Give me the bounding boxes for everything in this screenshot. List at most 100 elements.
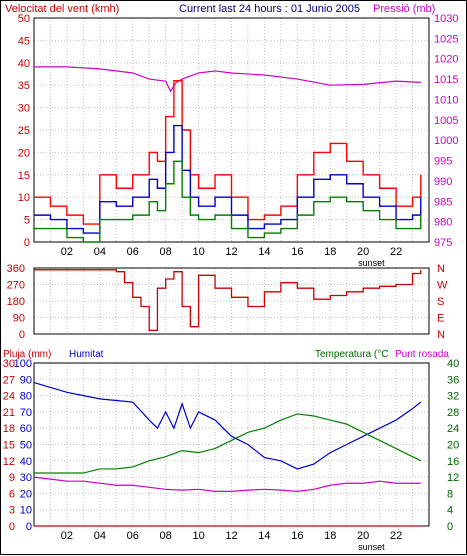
humidity-tick-label: 50 — [20, 440, 32, 452]
current-date-label: Current last 24 hours : 01 Junio 2005 — [179, 3, 360, 15]
direction-chart-plot-area — [33, 267, 430, 335]
pressure-tick-label: 1010 — [434, 94, 458, 106]
climate-chart-x-tick-label: 18 — [324, 530, 336, 542]
direction-degree-tick-label: 180 — [7, 296, 25, 308]
pressure-title: Pressió (mb) — [373, 3, 435, 15]
temperature-tick-label: 12 — [447, 472, 459, 484]
climate-chart-x-tick-label: 22 — [390, 530, 402, 542]
pressure-tick-label: 1000 — [434, 135, 458, 147]
rain-tick-label: 12 — [3, 456, 15, 468]
wind-speed-tick-label: 20 — [18, 147, 30, 159]
compass-tick-label: S — [437, 296, 444, 308]
wind-series-ratxa — [34, 80, 422, 225]
wind-speed-tick-label: 50 — [18, 13, 30, 25]
wind-speed-tick-label: 30 — [18, 103, 30, 115]
pressure-tick-label: 1015 — [434, 74, 458, 86]
climate-chart-x-tick-label: 16 — [291, 530, 303, 542]
wind-chart-x-tick-label: 06 — [127, 246, 139, 258]
wind-chart-x-tick-label: 08 — [160, 246, 172, 258]
temperature-tick-label: 24 — [447, 423, 459, 435]
rain-label: Pluja (mm) — [3, 349, 51, 360]
rain-tick-label: 3 — [9, 505, 15, 517]
climate-chart-x-tick-label: 14 — [258, 530, 270, 542]
wind-chart-x-tick-label: 14 — [258, 246, 270, 258]
climate-chart-x-tick-label: 12 — [225, 530, 237, 542]
temperature-tick-label: 20 — [447, 440, 459, 452]
temperature-tick-label: 0 — [447, 521, 453, 533]
climate-chart-x-tick-label: 06 — [127, 530, 139, 542]
rain-tick-label: 6 — [9, 488, 15, 500]
rain-tick-label: 15 — [3, 440, 15, 452]
humidity-label: Humitat — [69, 349, 104, 360]
temperature-tick-label: 16 — [447, 456, 459, 468]
wind-chart-x-tick-label: 12 — [225, 246, 237, 258]
rain-tick-label: 27 — [3, 374, 15, 386]
rain-tick-label: 21 — [3, 407, 15, 419]
compass-tick-label: W — [437, 280, 448, 292]
temperature-tick-label: 32 — [447, 391, 459, 403]
wind-series-pressi-mb- — [34, 66, 421, 93]
wind-speed-tick-label: 45 — [18, 35, 30, 47]
compass-tick-label: E — [437, 313, 444, 325]
pressure-tick-label: 975 — [434, 237, 452, 249]
humidity-tick-label: 100 — [14, 358, 32, 370]
pressure-tick-label: 1005 — [434, 115, 458, 127]
rain-tick-label: 0 — [9, 521, 15, 533]
wind-speed-tick-label: 25 — [18, 125, 30, 137]
pressure-tick-label: 1030 — [434, 13, 458, 25]
humidity-tick-label: 20 — [20, 488, 32, 500]
direction-degree-tick-label: 0 — [19, 329, 25, 341]
wind-chart-x-tick-label: 16 — [291, 246, 303, 258]
climate-chart-x-tick-label: 10 — [192, 530, 204, 542]
climate-series-humitat — [33, 381, 422, 470]
direction-series-line — [34, 269, 422, 331]
humidity-tick-label: 10 — [20, 505, 32, 517]
climate-chart-x-tick-label: 08 — [160, 530, 172, 542]
climate-series-punt-rosada — [33, 476, 421, 492]
climate-chart-x-tick-label: 02 — [61, 530, 73, 542]
humidity-tick-label: 60 — [20, 423, 32, 435]
rain-tick-label: 9 — [9, 472, 15, 484]
pressure-tick-label: 980 — [434, 217, 452, 229]
humidity-tick-label: 80 — [20, 391, 32, 403]
wind-chart-x-tick-label: 04 — [94, 246, 106, 258]
sunset-annotation: sunset — [358, 542, 385, 552]
climate-chart-x-tick-label: 04 — [94, 530, 106, 542]
dewpoint-label: Punt rosada — [395, 349, 449, 360]
humidity-tick-label: 30 — [20, 472, 32, 484]
pressure-tick-label: 1025 — [434, 33, 458, 45]
wind-chart-x-tick-label: 02 — [61, 246, 73, 258]
humidity-tick-label: 40 — [20, 456, 32, 468]
wind-series-velocitat-m-nima — [34, 160, 422, 243]
direction-degree-tick-label: 270 — [7, 280, 25, 292]
humidity-tick-label: 90 — [20, 374, 32, 386]
temperature-tick-label: 28 — [447, 407, 459, 419]
wind-speed-tick-label: 0 — [24, 237, 30, 249]
wind-speed-tick-label: 40 — [18, 58, 30, 70]
pressure-tick-label: 1020 — [434, 54, 458, 66]
wind-chart-plot-area — [33, 17, 430, 243]
wind-chart-x-tick-label: 22 — [390, 246, 402, 258]
temperature-tick-label: 4 — [447, 505, 453, 517]
wind-speed-tick-label: 15 — [18, 170, 30, 182]
compass-tick-label: N — [437, 263, 445, 275]
wind-chart-x-tick-label: 10 — [192, 246, 204, 258]
temperature-tick-label: 40 — [447, 358, 459, 370]
direction-degree-tick-label: 90 — [13, 313, 25, 325]
humidity-tick-label: 0 — [26, 521, 32, 533]
wind-chart-x-tick-label: 20 — [357, 246, 369, 258]
rain-tick-label: 24 — [3, 391, 15, 403]
sunset-annotation: sunset — [358, 258, 385, 268]
climate-series-temperatura-c — [34, 413, 422, 474]
wind-series-velocitat-mitjana — [34, 124, 422, 234]
chart-marks-layer: 0510152025303540455097598098599099510001… — [3, 13, 460, 552]
wind-speed-tick-label: 35 — [18, 80, 30, 92]
compass-tick-label: N — [437, 329, 445, 341]
wind-speed-tick-label: 5 — [24, 215, 30, 227]
humidity-tick-label: 70 — [20, 407, 32, 419]
pressure-tick-label: 985 — [434, 196, 452, 208]
rain-tick-label: 18 — [3, 423, 15, 435]
rain-tick-label: 30 — [3, 358, 15, 370]
